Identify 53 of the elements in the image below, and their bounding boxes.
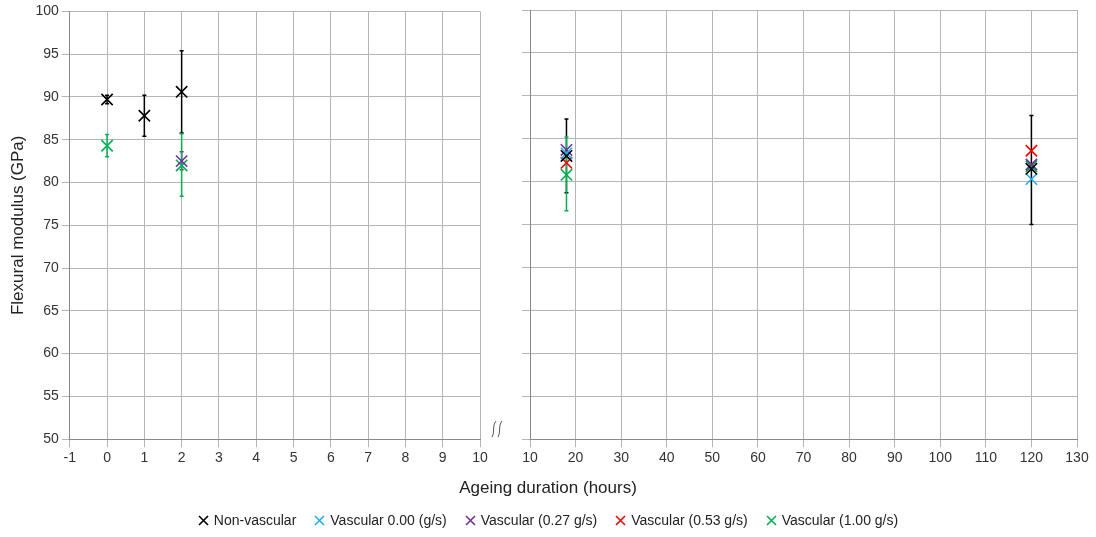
x-tick-label: 110: [974, 449, 998, 466]
x-tick-label: -1: [63, 449, 77, 466]
y-tick-label: 100: [35, 2, 59, 19]
y-tick-label: 65: [43, 301, 59, 318]
x-tick-label: 9: [438, 449, 447, 466]
legend-label: Vascular (0.27 g/s): [479, 512, 598, 528]
y-tick-label: 95: [43, 45, 59, 62]
x-tick-label: 6: [326, 449, 335, 466]
y-tick-label: 90: [43, 87, 59, 104]
legend-label: Vascular 0.00 (g/s): [329, 512, 447, 528]
y-tick-label: 70: [43, 258, 59, 275]
legend-label: Vascular (1.00 g/s): [780, 512, 899, 528]
x-tick-label: 60: [750, 449, 766, 466]
legend-label: Vascular (0.53 g/s): [630, 512, 748, 528]
y-tick-label: 50: [43, 430, 59, 447]
point: [1024, 144, 1038, 158]
y-tick-label: 85: [43, 130, 59, 147]
y-tick-label: 60: [43, 344, 59, 361]
x-tick-label: 50: [704, 449, 721, 466]
point: [560, 156, 573, 170]
x-tick-label: 5: [289, 449, 298, 466]
x-axis-title: Ageing duration (hours): [458, 478, 638, 498]
x-tick-label: 20: [567, 449, 584, 466]
x-tick-label: 70: [795, 449, 812, 466]
x-tick-label: 7: [364, 449, 373, 466]
x-tick-label: 80: [841, 449, 858, 466]
point: [175, 154, 189, 168]
x-tick-label: 130: [1065, 449, 1089, 466]
x-tick-label: 2: [177, 449, 186, 466]
x-tick-label: 90: [886, 449, 903, 466]
x-tick-label: 120: [1019, 449, 1044, 466]
x-tick-label: 10: [522, 449, 538, 466]
point: [137, 109, 151, 123]
point: [100, 93, 114, 106]
legend-label: Non-vascular: [212, 512, 297, 528]
x-tick-label: 4: [252, 449, 261, 466]
y-tick-label: 75: [43, 216, 59, 233]
point: [175, 85, 189, 99]
x-tick-label: 10: [472, 449, 488, 466]
point: [1024, 172, 1038, 186]
x-tick-label: 30: [613, 449, 630, 466]
x-tick-label: 8: [401, 449, 410, 466]
point: [175, 158, 189, 172]
x-tick-label: 40: [658, 449, 675, 466]
x-tick-label: 3: [215, 449, 224, 466]
point: [560, 168, 573, 182]
y-axis-title: Flexural modulus (GPa): [7, 135, 27, 316]
point: [100, 139, 114, 153]
x-tick-label: 0: [103, 449, 112, 466]
y-tick-label: 55: [43, 387, 59, 404]
y-tick-label: 80: [43, 173, 59, 190]
x-tick-label: 100: [928, 449, 953, 466]
x-tick-label: 1: [140, 449, 149, 466]
